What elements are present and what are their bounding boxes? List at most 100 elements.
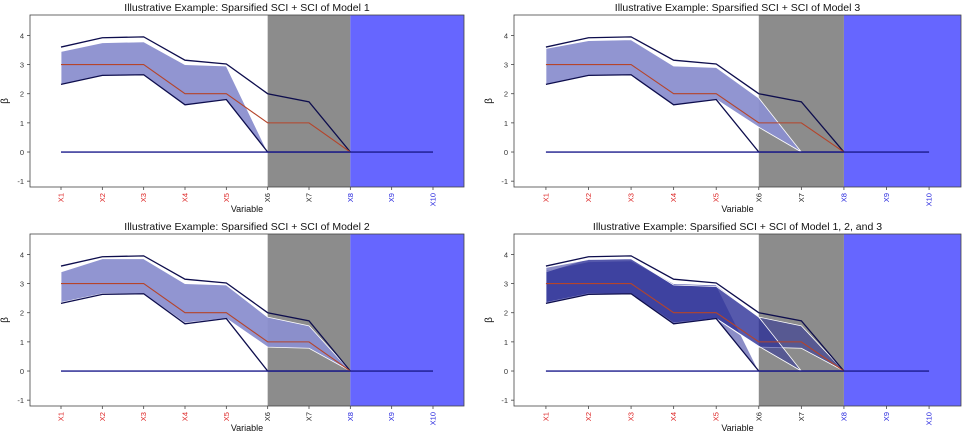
y-tick-label: 3 [504, 280, 508, 289]
x-tick-label-x2: X2 [98, 193, 107, 202]
y-tick-label: -1 [501, 177, 508, 186]
y-axis-label: β [484, 98, 495, 104]
x-tick-label-x4: X4 [181, 412, 190, 421]
x-tick-label-x10: X10 [429, 412, 438, 425]
y-tick-label: 1 [20, 119, 24, 128]
y-axis-label: β [0, 98, 11, 104]
estimate-line [61, 64, 351, 153]
x-tick-label-x5: X5 [712, 193, 721, 202]
y-tick-label: 3 [20, 61, 24, 70]
y-tick-label: 4 [20, 31, 24, 40]
chart-title: Illustrative Example: Sparsified SCI + S… [593, 221, 882, 233]
x-tick-label-x4: X4 [181, 193, 190, 202]
x-tick-label-x10: X10 [429, 193, 438, 206]
chart-panel-2: Illustrative Example: Sparsified SCI + S… [484, 2, 962, 214]
band-model-1 [60, 41, 269, 153]
plot-frame [29, 233, 465, 407]
x-tick-label-x8: X8 [839, 193, 848, 202]
x-tick-label-x8: X8 [346, 193, 355, 202]
chart-title: Illustrative Example: Sparsified SCI + S… [615, 2, 861, 14]
y-axis-label: β [484, 317, 495, 323]
gray-region [758, 15, 844, 187]
x-axis-label: Variable [231, 204, 263, 214]
outer-upper-line [545, 255, 845, 372]
x-tick-label-x8: X8 [346, 412, 355, 421]
y-tick-label: 2 [504, 309, 508, 318]
blue-region [350, 234, 464, 406]
x-tick-label-x4: X4 [669, 412, 678, 421]
x-tick-label-x9: X9 [882, 193, 891, 202]
x-tick-label-x3: X3 [627, 412, 636, 421]
estimate-line [61, 283, 351, 372]
y-tick-label: 1 [504, 119, 508, 128]
x-tick-label-x1: X1 [541, 412, 550, 421]
y-tick-label: -1 [17, 177, 24, 186]
y-tick-label: 4 [504, 31, 508, 40]
blue-region [843, 15, 961, 187]
x-tick-label-x2: X2 [98, 412, 107, 421]
x-tick-label-x5: X5 [712, 412, 721, 421]
x-tick-label-x9: X9 [882, 412, 891, 421]
y-tick-label: 3 [20, 280, 24, 289]
outer-upper-line [545, 36, 845, 153]
x-axis-label: Variable [231, 423, 263, 433]
plot-frame [513, 14, 962, 188]
chart-panel-1: Illustrative Example: Sparsified SCI + S… [0, 2, 465, 214]
estimate-line [545, 64, 845, 153]
x-tick-label-x3: X3 [627, 193, 636, 202]
x-tick-label-x5: X5 [222, 193, 231, 202]
x-tick-label-x6: X6 [754, 412, 763, 421]
x-tick-label-x7: X7 [797, 412, 806, 421]
y-tick-label: 1 [504, 338, 508, 347]
x-tick-label-x8: X8 [839, 412, 848, 421]
x-axis-label: Variable [721, 423, 753, 433]
x-tick-label-x7: X7 [797, 193, 806, 202]
x-tick-label-x6: X6 [263, 193, 272, 202]
x-tick-label-x7: X7 [305, 193, 314, 202]
chart-panel-4: Illustrative Example: Sparsified SCI + S… [484, 221, 962, 433]
y-tick-label: -1 [17, 396, 24, 405]
x-tick-label-x10: X10 [925, 412, 934, 425]
x-tick-label-x9: X9 [387, 412, 396, 421]
blue-region [843, 234, 961, 406]
x-tick-label-x1: X1 [57, 412, 66, 421]
x-tick-label-x4: X4 [669, 193, 678, 202]
y-tick-label: 0 [20, 148, 24, 157]
y-axis-label: β [0, 317, 11, 323]
y-tick-label: 4 [20, 250, 24, 259]
x-tick-label-x5: X5 [222, 412, 231, 421]
y-tick-label: 0 [504, 367, 508, 376]
y-tick-label: 3 [504, 61, 508, 70]
y-tick-label: 0 [20, 367, 24, 376]
x-tick-label-x3: X3 [139, 412, 148, 421]
y-tick-label: 2 [504, 90, 508, 99]
plot-frame [29, 14, 465, 188]
x-tick-label-x6: X6 [754, 193, 763, 202]
estimate-line [545, 283, 845, 372]
x-tick-label-x10: X10 [925, 193, 934, 206]
x-tick-label-x1: X1 [57, 193, 66, 202]
chart-title: Illustrative Example: Sparsified SCI + S… [124, 221, 370, 233]
x-tick-label-x1: X1 [541, 193, 550, 202]
chart-title: Illustrative Example: Sparsified SCI + S… [124, 2, 370, 14]
plot-frame [513, 233, 962, 407]
x-tick-label-x9: X9 [387, 193, 396, 202]
x-tick-label-x6: X6 [263, 412, 272, 421]
x-axis-label: Variable [721, 204, 753, 214]
x-tick-label-x3: X3 [139, 193, 148, 202]
outer-upper-line [60, 255, 351, 372]
outer-upper-line [60, 36, 351, 153]
y-tick-label: 4 [504, 250, 508, 259]
y-tick-label: 0 [504, 148, 508, 157]
y-tick-label: 2 [20, 309, 24, 318]
x-tick-label-x2: X2 [584, 412, 593, 421]
y-tick-label: 1 [20, 338, 24, 347]
chart-panel-3: Illustrative Example: Sparsified SCI + S… [0, 221, 465, 433]
blue-region [350, 15, 464, 187]
y-tick-label: 2 [20, 90, 24, 99]
gray-region [267, 15, 351, 187]
y-tick-label: -1 [501, 396, 508, 405]
x-tick-label-x2: X2 [584, 193, 593, 202]
